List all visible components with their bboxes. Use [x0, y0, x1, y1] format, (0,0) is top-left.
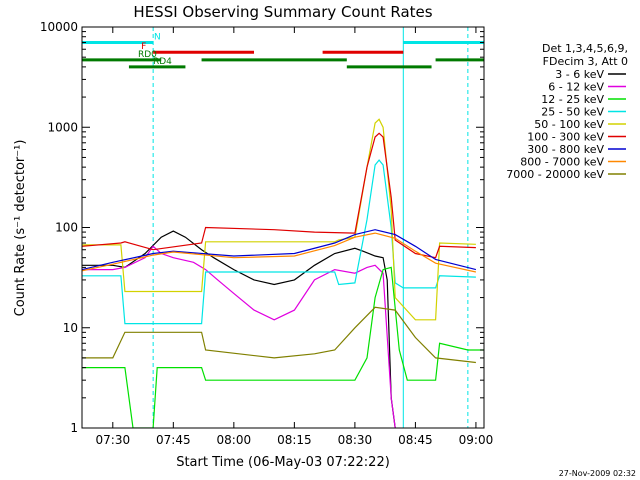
legend-label-7: 800 - 7000 keV [520, 156, 604, 169]
y-tick-label-3: 1000 [47, 120, 78, 134]
series-line-6 [82, 229, 477, 271]
legend-label-4: 50 - 100 keV [534, 118, 604, 131]
flag-label-f: F [141, 42, 146, 52]
plot-timestamp: 27-Nov-2009 02:32 [559, 469, 636, 478]
legend-label-2: 12 - 25 keV [541, 93, 604, 106]
y-tick-label-0: 1 [70, 421, 78, 435]
legend-label-5: 100 - 300 keV [527, 131, 604, 144]
series-line-5 [82, 132, 476, 259]
series-line-7 [82, 232, 477, 273]
legend-label-1: 6 - 12 keV [548, 81, 604, 94]
series-line-3 [82, 159, 476, 325]
legend-header-1: FDecim 3, Att 0 [543, 55, 628, 68]
chart-title: HESSI Observing Summary Count Rates [133, 3, 432, 21]
legend-label-6: 300 - 800 keV [527, 143, 604, 156]
series-line-1 [82, 245, 396, 428]
legend-label-0: 3 - 6 keV [555, 68, 604, 81]
flag-label-rd4: RD4 [153, 57, 172, 67]
y-tick-label-4: 10000 [40, 20, 78, 34]
y-tick-label-2: 100 [55, 221, 78, 235]
x-tick-label-3: 08:15 [277, 433, 312, 447]
series-line-4 [82, 118, 476, 321]
y-tick-label-1: 10 [63, 321, 78, 335]
x-tick-label-2: 08:00 [217, 433, 252, 447]
y-axis-label: Count Rate (s⁻¹ detector⁻¹) [13, 140, 28, 317]
legend-label-8: 7000 - 20000 keV [506, 168, 604, 181]
series-line-2 [82, 266, 484, 428]
x-tick-label-0: 07:30 [96, 433, 131, 447]
flag-label-n: N [154, 33, 161, 43]
x-tick-label-4: 08:30 [338, 433, 373, 447]
x-tick-label-5: 08:45 [398, 433, 433, 447]
x-tick-label-1: 07:45 [156, 433, 191, 447]
series-line-0 [82, 230, 396, 428]
x-axis-label: Start Time (06-May-03 07:22:22) [176, 455, 390, 470]
flag-label-rd0: RD0 [138, 50, 157, 60]
legend-label-3: 25 - 50 keV [541, 106, 604, 119]
plot-frame [81, 26, 485, 429]
series-line-8 [82, 306, 476, 364]
legend-header-0: Det 1,3,4,5,6,9, [542, 42, 628, 55]
x-tick-label-6: 09:00 [459, 433, 494, 447]
